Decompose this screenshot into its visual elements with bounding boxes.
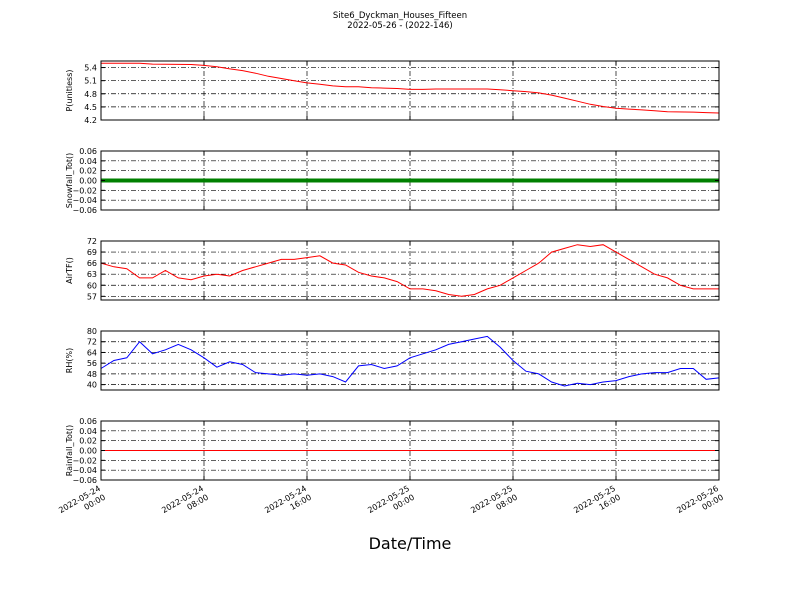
x-tick-label: 2022-05-2500:00 [366, 484, 416, 524]
x-tick-label: 2022-05-2508:00 [469, 484, 519, 524]
panel-3: 57 60 63 66 69 72 AirTF() [65, 237, 720, 301]
y-tick-label: 0.02 [79, 167, 97, 176]
y-tick-label: 56 [87, 359, 97, 368]
y-tick-label: 5.4 [84, 64, 97, 73]
y-tick-label: −0.04 [72, 196, 97, 205]
y-tick-label: 5.1 [84, 77, 97, 86]
y-axis-label: RH(%) [65, 348, 74, 373]
y-tick-label: 0.00 [79, 177, 97, 186]
y-tick-label: −0.06 [72, 476, 97, 485]
y-tick-label: −0.04 [72, 466, 97, 475]
x-tick-label: 2022-05-2416:00 [263, 484, 313, 524]
y-tick-label: 4.5 [84, 103, 97, 112]
y-tick-label: 60 [87, 281, 97, 290]
y-tick-label: 4.2 [84, 116, 97, 125]
x-tick-label: 2022-05-2516:00 [572, 484, 622, 524]
x-tick-label: 2022-05-2408:00 [160, 484, 210, 524]
series-line [101, 62, 720, 114]
y-tick-label: 63 [87, 270, 97, 279]
y-axis-label: P(unitless) [65, 69, 74, 111]
panel-1: 4.2 4.5 4.8 5.1 5.4 P(unitless) [65, 60, 720, 125]
y-tick-label: 0.04 [79, 427, 97, 436]
y-tick-label: 80 [87, 327, 97, 336]
y-tick-label: 72 [87, 237, 97, 246]
y-tick-label: 72 [87, 338, 97, 347]
y-tick-label: 64 [87, 348, 97, 357]
y-axis-label: Snowfall_Tot() [65, 153, 74, 209]
y-axis-label: Rainfall_Tot() [65, 425, 74, 477]
chart-subtitle: 2022-05-26 - (2022-146) [347, 21, 453, 31]
chart-title: Site6_Dyckman_Houses_Fifteen [332, 11, 468, 21]
y-tick-label: 69 [87, 248, 97, 257]
y-tick-label: 57 [87, 292, 97, 301]
x-axis-label: Date/Time [368, 534, 452, 553]
y-tick-label: 48 [87, 370, 97, 379]
y-tick-label: 0.06 [79, 417, 97, 426]
x-tick-label: 2022-05-2600:00 [675, 484, 725, 524]
y-tick-label: 4.8 [84, 90, 97, 99]
series-line [100, 244, 719, 297]
y-tick-label: 0.06 [79, 147, 97, 156]
y-tick-label: −0.06 [72, 206, 97, 215]
y-tick-label: −0.02 [72, 186, 97, 195]
y-axis-label: AirTF() [65, 257, 74, 284]
y-tick-label: 0.04 [79, 157, 97, 166]
y-tick-label: 66 [87, 259, 97, 268]
x-tick-label: 2022-05-2400:00 [57, 484, 107, 524]
panel-2: −0.06−0.04−0.020.000.020.040.06 Snowfall_… [65, 147, 720, 215]
series-line [100, 335, 720, 387]
panel-5: −0.06−0.04−0.020.000.020.040.06 Rainfall_… [65, 417, 720, 485]
y-tick-label: 0.02 [79, 437, 97, 446]
y-tick-label: −0.02 [72, 456, 97, 465]
y-tick-label: 40 [87, 381, 97, 390]
y-tick-label: 0.00 [79, 447, 97, 456]
